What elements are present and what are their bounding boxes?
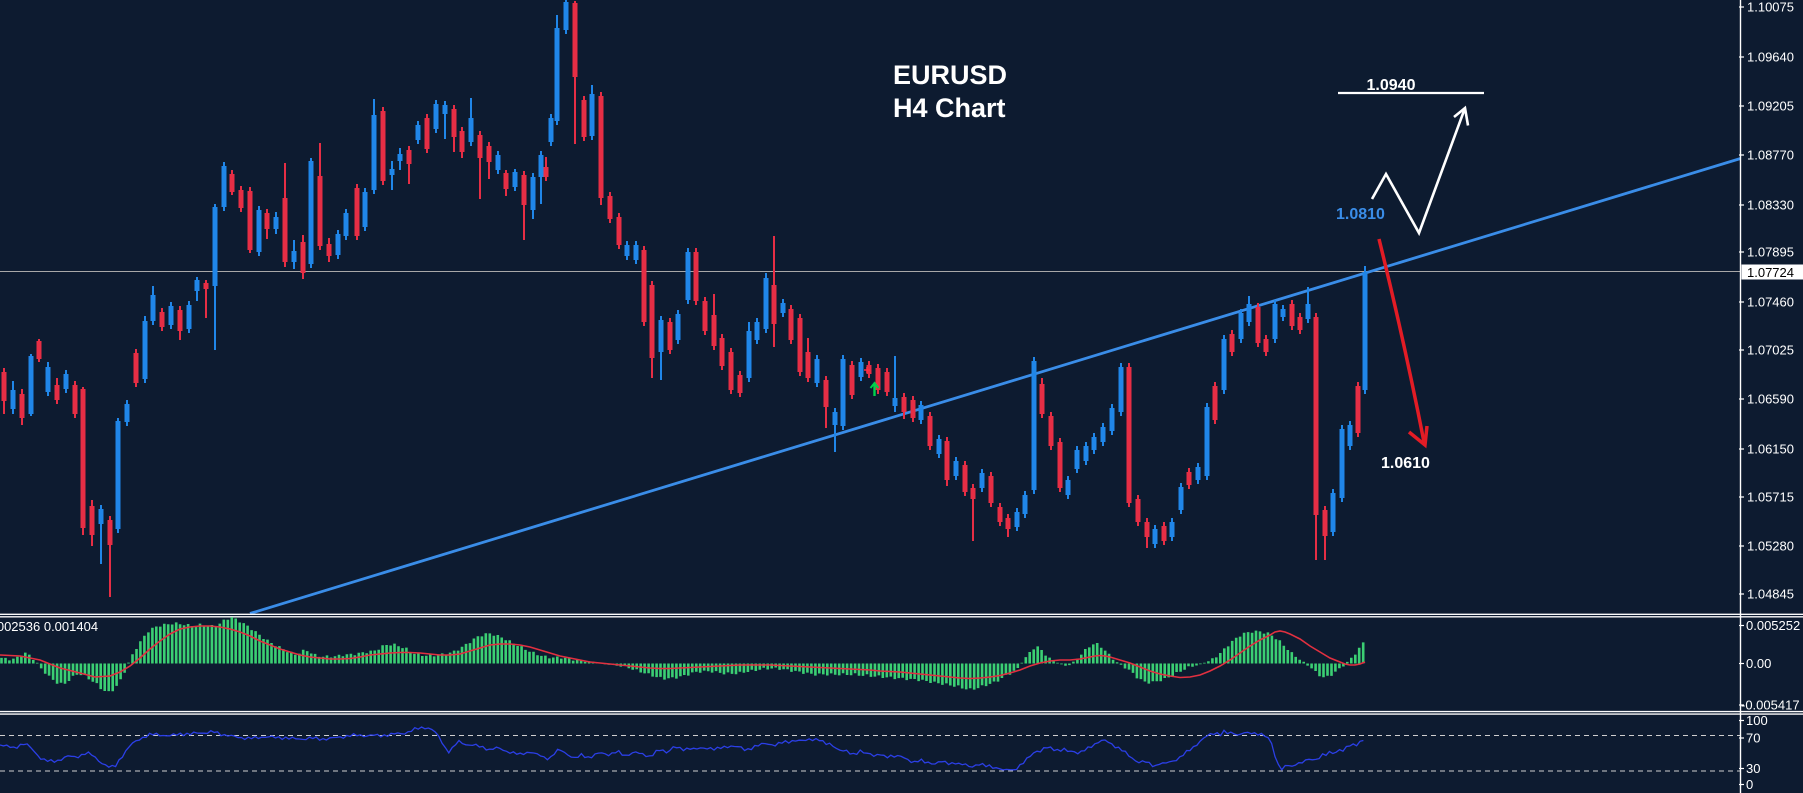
svg-text:1.04845: 1.04845 xyxy=(1747,587,1794,602)
svg-text:EURUSD: EURUSD xyxy=(893,60,1007,90)
svg-text:1.0940: 1.0940 xyxy=(1367,77,1416,94)
svg-text:100: 100 xyxy=(1746,713,1768,728)
svg-text:1.10075: 1.10075 xyxy=(1747,0,1794,15)
svg-text:0.005252: 0.005252 xyxy=(1746,618,1800,633)
svg-text:1.08770: 1.08770 xyxy=(1747,148,1794,163)
svg-text:0: 0 xyxy=(1746,777,1753,792)
svg-text:1.07025: 1.07025 xyxy=(1747,343,1794,358)
svg-text:30: 30 xyxy=(1746,761,1760,776)
svg-text:1.07460: 1.07460 xyxy=(1747,295,1794,310)
svg-text:1.06590: 1.06590 xyxy=(1747,392,1794,407)
svg-text:-0.005417: -0.005417 xyxy=(1741,698,1800,713)
svg-text:1.07895: 1.07895 xyxy=(1747,245,1794,260)
svg-text:1.09640: 1.09640 xyxy=(1747,50,1794,65)
svg-text:1.05280: 1.05280 xyxy=(1747,539,1794,554)
svg-text:1.08330: 1.08330 xyxy=(1747,198,1794,213)
svg-text:1.0810: 1.0810 xyxy=(1336,206,1385,223)
svg-text:1.09205: 1.09205 xyxy=(1747,99,1794,114)
svg-text:H4 Chart: H4 Chart xyxy=(893,93,1006,123)
svg-text:70: 70 xyxy=(1746,731,1760,746)
svg-text:1.07724: 1.07724 xyxy=(1747,265,1794,280)
svg-text:0.002536 0.001404: 0.002536 0.001404 xyxy=(0,619,98,634)
svg-text:0.00: 0.00 xyxy=(1746,656,1771,671)
svg-text:1.0610: 1.0610 xyxy=(1381,455,1430,472)
svg-text:1.06150: 1.06150 xyxy=(1747,442,1794,457)
svg-text:1.05715: 1.05715 xyxy=(1747,490,1794,505)
